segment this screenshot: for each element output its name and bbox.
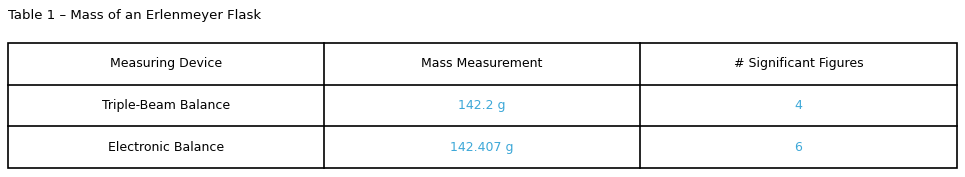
Text: Measuring Device: Measuring Device [110, 57, 222, 70]
Text: 142.407 g: 142.407 g [451, 141, 513, 154]
Bar [8, 43, 957, 168]
Text: 4: 4 [794, 99, 803, 112]
Text: Triple-Beam Balance: Triple-Beam Balance [102, 99, 230, 112]
Text: 6: 6 [794, 141, 803, 154]
Text: Mass Measurement: Mass Measurement [422, 57, 542, 70]
Text: 142.2 g: 142.2 g [458, 99, 506, 112]
Text: # Significant Figures: # Significant Figures [733, 57, 864, 70]
Text: Electronic Balance: Electronic Balance [108, 141, 224, 154]
Text: Table 1 – Mass of an Erlenmeyer Flask: Table 1 – Mass of an Erlenmeyer Flask [8, 8, 262, 21]
